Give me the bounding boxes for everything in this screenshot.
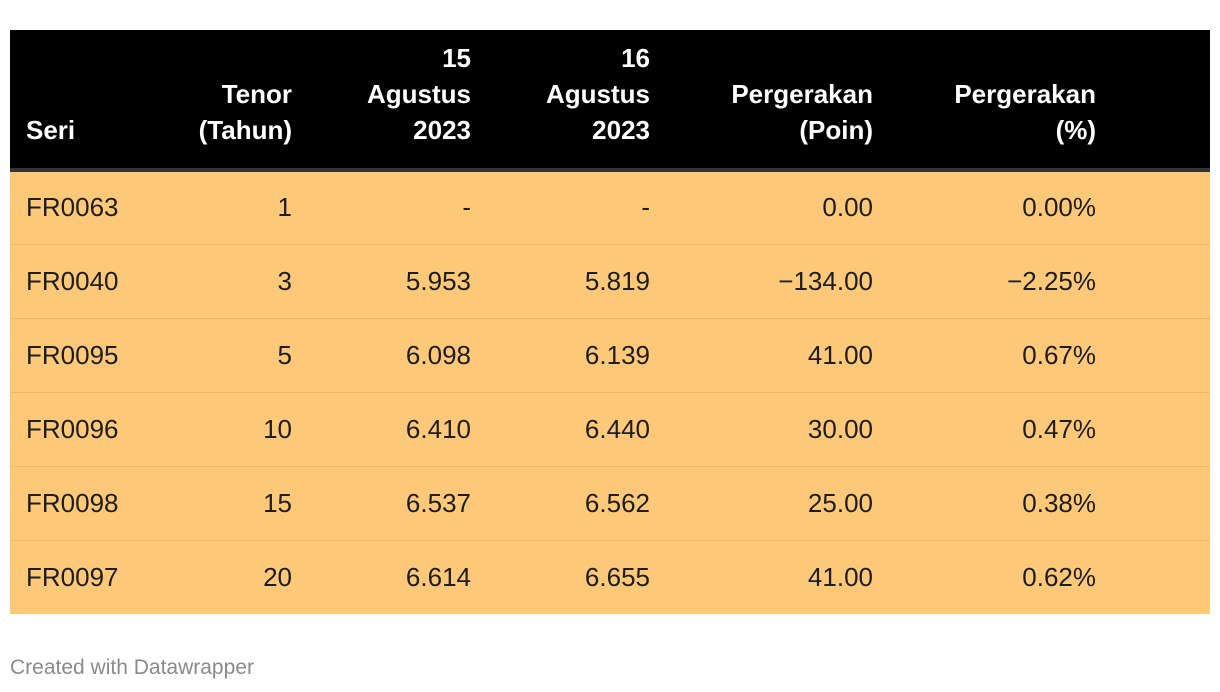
cell-seri: FR0063 (10, 170, 160, 245)
cell-seri: FR0095 (10, 318, 160, 393)
cell-pergerakan-persen: 0.00% (873, 170, 1096, 245)
cell-seri: FR0096 (10, 392, 160, 467)
cell-pergerakan-poin: 41.00 (807, 561, 873, 592)
cell-spacer (1096, 318, 1210, 393)
cell-pergerakan-poin: 41.00 (650, 318, 873, 393)
header-spacer (1096, 30, 1210, 172)
table-row: FR0040 3 5.953 5.819 −134.00 −2.25% (10, 244, 1210, 319)
cell-seri: FR0040 (10, 244, 160, 319)
cell-16-agustus: 6.440 (471, 392, 650, 467)
header-seri[interactable]: Seri (10, 30, 160, 172)
cell-16-agustus: 6.655 (584, 561, 650, 592)
cell-16-agustus: - (471, 170, 650, 245)
cell-15-agustus: 6.614 (405, 561, 471, 592)
table-row: FR0063 1- -0.00 0.00% (10, 170, 1210, 245)
cell-spacer (1096, 170, 1210, 245)
footer-credit: Created with Datawrapper (10, 656, 254, 679)
cell-spacer (1096, 244, 1210, 319)
cell-tenor: 10 (160, 392, 292, 467)
cell-tenor: 15 (160, 466, 292, 541)
cell-15-agustus: 6.098 (292, 318, 471, 393)
cell-16-agustus: 6.139 (471, 318, 650, 393)
table-row: FR0095 5 6.098 6.139 41.00 0.67% (10, 318, 1210, 393)
cell-16-agustus: 5.819 (471, 244, 650, 319)
cell-pergerakan-persen: 0.38% (873, 466, 1096, 541)
header-15-agustus-2023[interactable]: 15 Agustus 2023 (292, 30, 471, 172)
cell-pergerakan-persen: −2.25% (873, 244, 1096, 319)
cell-pergerakan-poin: 0.00 (650, 170, 873, 245)
cell-16-agustus: 6.562 (471, 466, 650, 541)
data-table-container: Seri Tenor (Tahun) 15 Agustus 2023 16 Ag… (10, 30, 1210, 614)
header-16-agustus-2023[interactable]: 16 Agustus 2023 (471, 30, 650, 172)
table-body: FR0063 1- -0.00 0.00% FR0040 3 5.953 5.819 −134.… (10, 170, 1210, 614)
cell-seri: FR0097 (26, 561, 119, 592)
cell-tenor: 3 (160, 244, 292, 319)
table-header-row: Seri Tenor (Tahun) 15 Agustus 2023 16 Ag… (10, 30, 1210, 172)
header-pergerakan-poin[interactable]: Pergerakan (Poin) (650, 30, 873, 172)
data-table: Seri Tenor (Tahun) 15 Agustus 2023 16 Ag… (10, 30, 1210, 614)
cell-spacer (1096, 540, 1210, 614)
cell-pergerakan-persen: 0.47% (873, 392, 1096, 467)
table-row: FR0098 15 6.537 6.562 25.00 0.38% (10, 466, 1210, 541)
cell-spacer (1096, 392, 1210, 467)
cell-pergerakan-persen: 0.67% (873, 318, 1096, 393)
header-tenor[interactable]: Tenor (Tahun) (160, 30, 292, 172)
cell-spacer (1096, 466, 1210, 541)
cell-tenor: 5 (160, 318, 292, 393)
header-pergerakan-persen[interactable]: Pergerakan (%) (873, 30, 1096, 172)
cell-tenor: 20 (263, 561, 292, 592)
cell-15-agustus: 6.410 (292, 392, 471, 467)
cell-pergerakan-poin: 30.00 (650, 392, 873, 467)
cell-15-agustus: 5.953 (292, 244, 471, 319)
cell-pergerakan-persen: 0.62% (1022, 561, 1096, 592)
cell-tenor: 1 (160, 170, 292, 245)
cell-pergerakan-poin: −134.00 (650, 244, 873, 319)
cell-15-agustus: - (292, 170, 471, 245)
cell-seri: FR0098 (10, 466, 160, 541)
cell-15-agustus: 6.537 (292, 466, 471, 541)
table-row: FR0096 10 6.410 6.440 30.00 0.47% (10, 392, 1210, 467)
table-row: FR0097 20 6.614 6.655 41.00 0.62% (10, 540, 1210, 614)
cell-pergerakan-poin: 25.00 (650, 466, 873, 541)
